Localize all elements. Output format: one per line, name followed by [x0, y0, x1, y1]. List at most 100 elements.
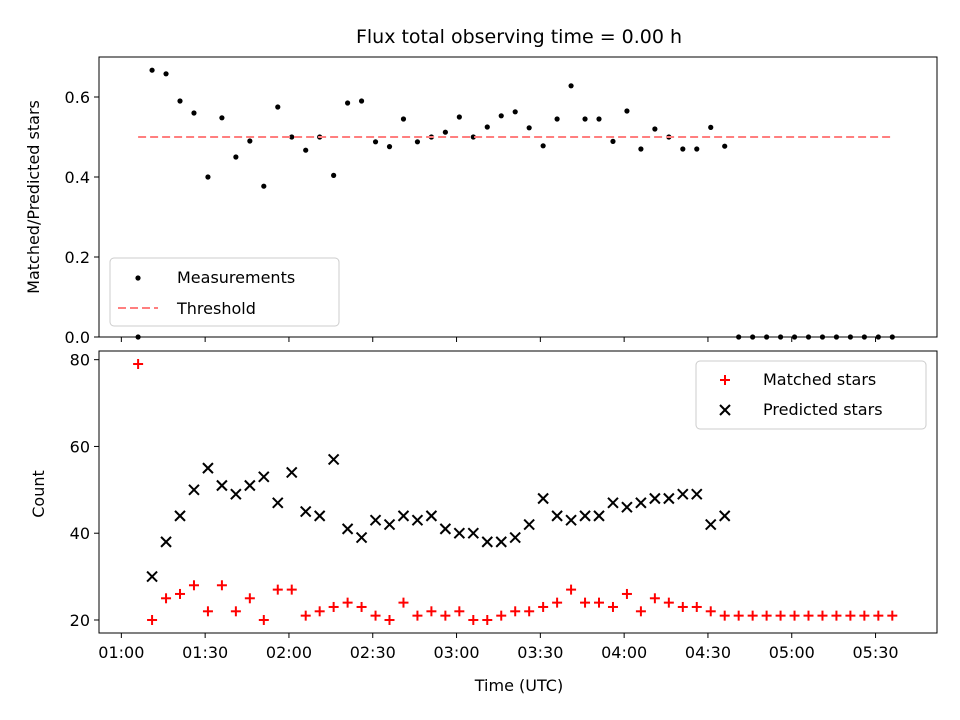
x-b [481, 536, 493, 548]
measurement-point [177, 98, 183, 104]
matched-stars-point [161, 593, 172, 604]
matched-stars-point [663, 597, 674, 608]
measurement-point [456, 114, 462, 120]
measurement-point [163, 71, 169, 77]
measurement-point [582, 116, 588, 122]
predicted-stars-point [565, 514, 577, 526]
y-tick-label: 80 [70, 351, 90, 370]
measurement-point [498, 113, 504, 119]
predicted-stars-point [705, 518, 717, 531]
matched-stars-point [496, 610, 507, 621]
predicted-stars-point [244, 479, 256, 492]
x-b [439, 523, 452, 535]
x-b [397, 510, 410, 522]
bottom-panel-ylabel: Count [29, 470, 48, 518]
measurement-point [512, 109, 518, 115]
legend-threshold-label: Threshold [176, 299, 256, 318]
matched-stars-point [747, 610, 758, 621]
x-b [551, 510, 563, 522]
measurement-point [847, 334, 854, 340]
predicted-stars-point [523, 518, 535, 531]
matched-stars-point [370, 610, 381, 621]
y-tick-label: 0.4 [65, 168, 90, 187]
chart-title: Flux total observing time = 0.00 h [356, 26, 682, 48]
predicted-stars-point [481, 536, 493, 548]
measurement-point [889, 334, 895, 340]
x-b [272, 497, 284, 509]
matched-stars-point [552, 597, 563, 608]
predicted-stars-point [509, 531, 521, 544]
predicted-stars-point [258, 471, 270, 483]
measurement-point [875, 334, 881, 340]
matched-stars-point [538, 601, 549, 612]
matched-stars-point [342, 597, 353, 608]
x-b [202, 462, 214, 474]
legend-box [109, 257, 340, 327]
measurement-point [554, 116, 560, 122]
measurement-point [638, 146, 644, 152]
matched-stars-point [133, 359, 144, 370]
measurement-point [233, 154, 239, 160]
predicted-stars-point [397, 510, 410, 522]
x-b [230, 488, 242, 500]
matched-stars-point [468, 614, 479, 625]
predicted-stars-point [607, 497, 619, 509]
x-b [411, 514, 424, 526]
measurement-point [722, 143, 728, 149]
x-b [244, 479, 256, 492]
matched-stars-point [733, 610, 744, 621]
measurement-point [205, 174, 211, 180]
y-tick-label: 0.6 [65, 88, 90, 107]
matched-stars-point [789, 610, 800, 621]
predicted-stars-point [593, 510, 605, 522]
y-tick-label: 40 [70, 524, 90, 543]
x-b [718, 510, 731, 522]
x-b [593, 510, 605, 522]
measurement-point [805, 334, 812, 340]
measurement-point [386, 144, 393, 150]
predicted-stars-point [537, 492, 549, 505]
measurement-point [261, 183, 267, 189]
measurement-point [247, 138, 253, 144]
x-b [621, 501, 633, 513]
measurement-point [331, 172, 337, 178]
x-b [523, 518, 535, 531]
matched-stars-point [258, 614, 269, 625]
measurement-point [750, 334, 756, 340]
x-tick-label: 03:00 [433, 643, 479, 662]
matched-stars-point [314, 606, 325, 617]
predicted-stars-point [635, 497, 647, 509]
top-panel: 0.0 0.2 0.4 0.6 Measurements Threshold [65, 56, 938, 347]
predicted-stars-point [341, 523, 354, 535]
matched-stars-point [817, 610, 828, 621]
matched-stars-point [188, 580, 199, 591]
x-b [467, 527, 480, 539]
x-tick-label: 02:30 [350, 643, 396, 662]
plot-area-frame [98, 350, 938, 634]
measurement-point [219, 115, 225, 121]
matched-stars-point [803, 610, 814, 621]
matched-stars-point [691, 601, 702, 612]
predicted-stars-point [649, 492, 661, 505]
matched-stars-point [775, 610, 786, 621]
matched-stars-point [230, 606, 241, 617]
x-b [537, 492, 549, 505]
matched-stars-point [635, 606, 646, 617]
measurement-point [708, 124, 714, 130]
x-b [216, 479, 228, 492]
top-panel-ylabel: Matched/Predicted stars [24, 100, 43, 294]
matched-stars-point [566, 584, 577, 595]
measurement-point [191, 110, 197, 116]
x-tick-label: 01:30 [182, 643, 228, 662]
x-b [146, 570, 158, 583]
x-b [258, 471, 270, 483]
measurement-point [652, 126, 658, 132]
x-b [425, 510, 438, 522]
matched-stars-point [440, 610, 451, 621]
predicted-stars-point [355, 531, 368, 544]
predicted-stars-point [691, 488, 703, 500]
matched-stars-point [147, 614, 158, 625]
x-b [635, 497, 647, 509]
matched-stars-point [649, 593, 660, 604]
measurement-point [414, 139, 421, 145]
